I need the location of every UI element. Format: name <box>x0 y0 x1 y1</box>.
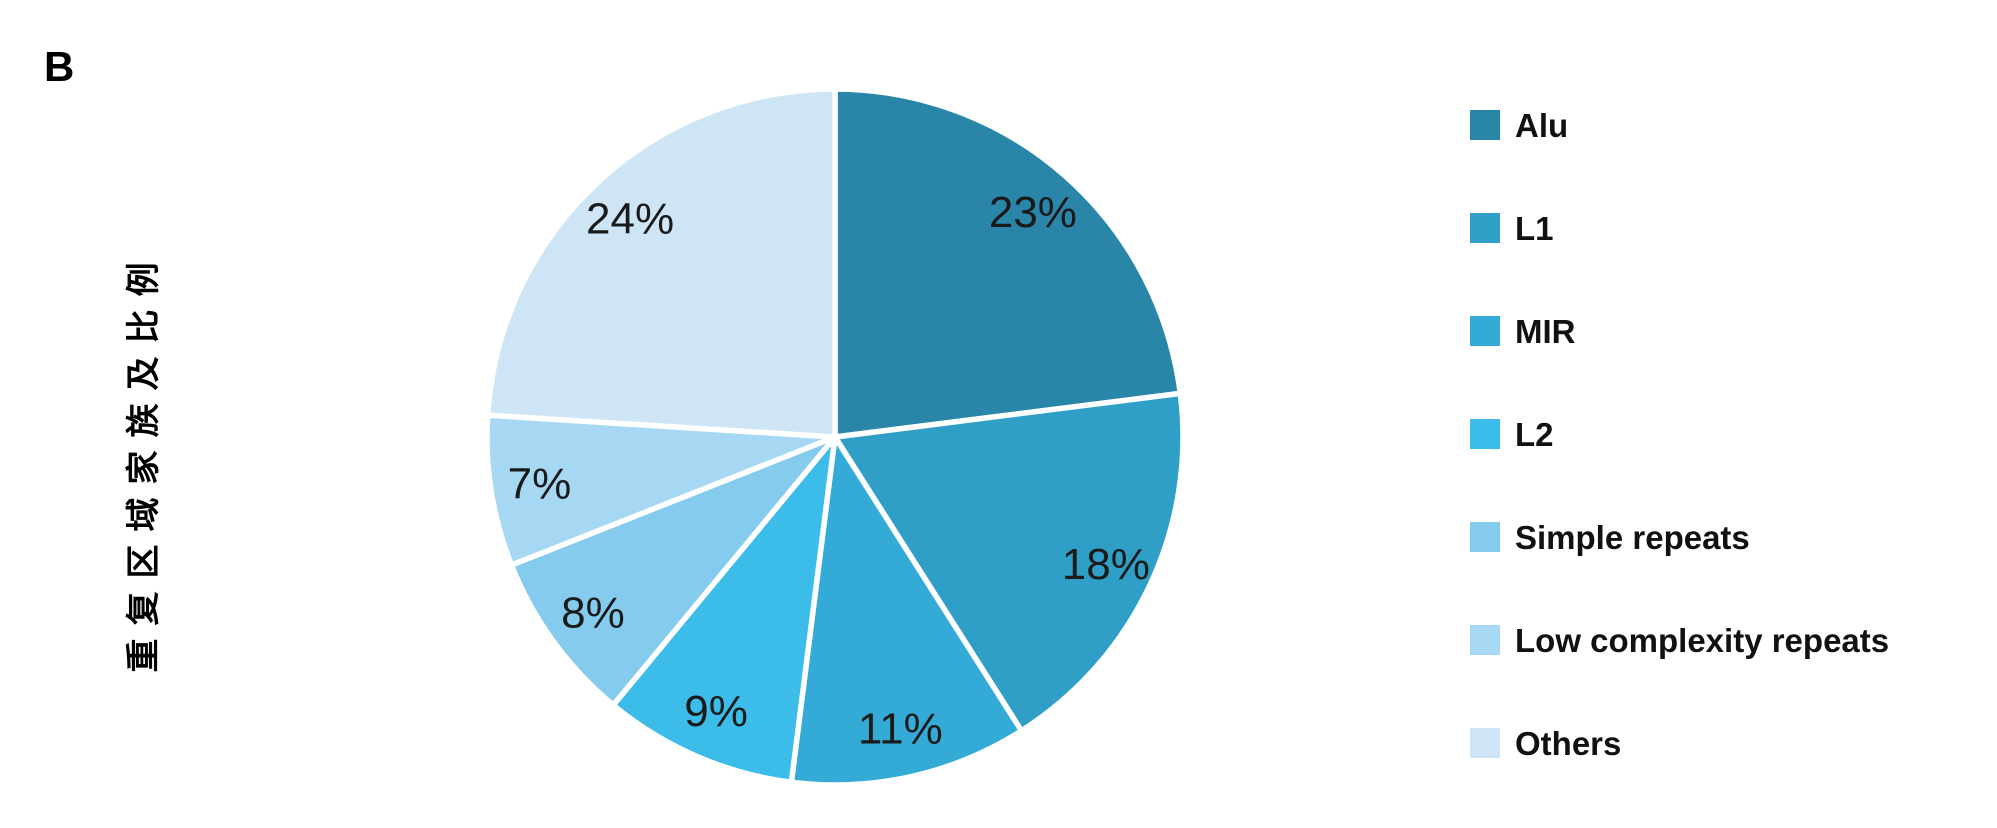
legend-label-simple-repeats: Simple repeats <box>1515 518 1750 556</box>
pie-slice-value-l2: 9% <box>684 687 748 736</box>
legend-swatch-low-complexity-repeats <box>1470 625 1500 655</box>
legend-item-mir: MIR <box>1470 312 1889 350</box>
pie-slice-low-complexity-repeats <box>485 412 838 568</box>
y-axis-title: 重复区域家族及比例 <box>125 249 163 673</box>
legend-label-low-complexity-repeats: Low complexity repeats <box>1515 621 1890 659</box>
legend-item-others: Others <box>1470 724 1889 762</box>
legend-swatch-l1 <box>1470 213 1500 243</box>
legend-item-low-complexity-repeats: Low complexity repeats <box>1470 621 1890 659</box>
legend-item-simple-repeats: Simple repeats <box>1470 518 1889 556</box>
pie-slice-alu <box>832 87 1184 440</box>
pie-slice-value-simple-repeats: 8% <box>561 588 625 637</box>
legend-label-others: Others <box>1515 724 1622 762</box>
legend-item-l2: L2 <box>1470 415 1889 453</box>
legend-item-l1: L1 <box>1470 209 1889 247</box>
panel-label: B <box>44 43 75 90</box>
legend-item-alu: Alu <box>1470 106 1889 144</box>
legend-label-l1: L1 <box>1515 209 1554 247</box>
pie-slice-value-l1: 18% <box>1062 540 1150 589</box>
legend-swatch-simple-repeats <box>1470 522 1500 552</box>
pie-slice-value-others: 24% <box>586 194 674 243</box>
pie-slice-mir <box>788 434 1025 787</box>
legend-label-l2: L2 <box>1515 415 1554 453</box>
legend-swatch-others <box>1470 728 1500 758</box>
pie-slice-value-alu: 23% <box>989 188 1077 237</box>
pie-slice-value-low-complexity-repeats: 7% <box>508 459 572 508</box>
pie-slice-value-mir: 11% <box>858 705 943 754</box>
pie-slice-simple-repeats <box>508 434 838 708</box>
pie-slice-others <box>485 87 838 440</box>
legend-swatch-l2 <box>1470 419 1500 449</box>
pie-slice-l1 <box>832 390 1185 734</box>
legend-swatch-mir <box>1470 316 1500 346</box>
legend-label-mir: MIR <box>1515 312 1576 350</box>
pie-chart: 23% 18% 11% 9% 8% 7% 24% <box>485 87 1185 787</box>
legend-label-alu: Alu <box>1515 106 1569 144</box>
pie-slice-l2 <box>610 434 838 786</box>
legend-swatch-alu <box>1470 110 1500 140</box>
legend: Alu L1 MIR L2 Simple repeats Low complexity r… <box>1470 106 1890 762</box>
